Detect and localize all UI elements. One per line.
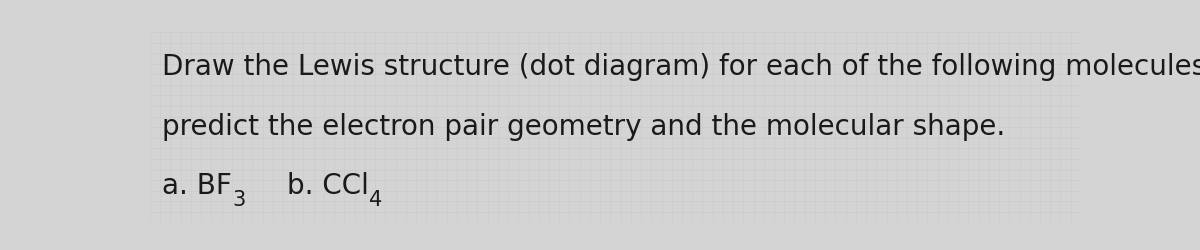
Text: 3: 3 <box>232 190 245 210</box>
Text: Draw the Lewis structure (dot diagram) for each of the following molecules and: Draw the Lewis structure (dot diagram) f… <box>162 53 1200 81</box>
Text: predict the electron pair geometry and the molecular shape.: predict the electron pair geometry and t… <box>162 113 1006 141</box>
Text: b. CCl: b. CCl <box>287 172 368 201</box>
Text: 4: 4 <box>368 190 382 210</box>
Text: a. BF: a. BF <box>162 172 232 201</box>
